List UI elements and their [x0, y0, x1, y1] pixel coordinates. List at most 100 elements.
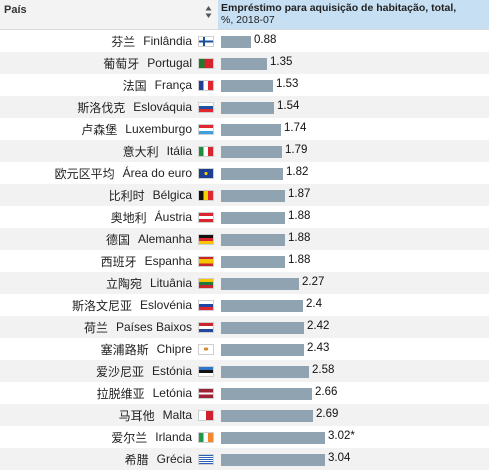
flag-ee-icon: [198, 365, 214, 377]
bar-value-label: 2.27: [302, 276, 325, 288]
flag-si-icon: [198, 299, 214, 311]
bar-value-label: 2.66: [315, 386, 338, 398]
bar-cell: 2.66: [218, 382, 489, 404]
country-name-pt: Alemanha: [137, 232, 192, 246]
bar: [221, 58, 267, 70]
bar-cell: 1.88: [218, 250, 489, 272]
table-row: 斯洛伐克 Eslováquia 1.54: [0, 96, 489, 118]
flag-mt-icon: [198, 409, 214, 421]
country-cell: 西班牙 Espanha: [0, 253, 218, 270]
country-name-pt: Grécia: [156, 452, 192, 466]
country-name-pt: Letónia: [152, 386, 192, 400]
flag-at-icon: [198, 211, 214, 223]
bar-cell: 2.42: [218, 316, 489, 338]
bar-value-label: 1.35: [270, 56, 293, 68]
bar-cell: 1.74: [218, 118, 489, 140]
country-name-zh: 拉脱维亚: [96, 386, 145, 401]
country-cell: 法国 França: [0, 77, 218, 94]
country-cell: 卢森堡 Luxemburgo: [0, 121, 218, 138]
bar: [221, 102, 274, 114]
table-row: 斯洛文尼亚 Eslovénia 2.4: [0, 294, 489, 316]
flag-es-icon: [198, 255, 214, 267]
bar-value-label: 1.53: [276, 78, 299, 90]
country-cell: 德国 Alemanha: [0, 231, 218, 248]
country-name-zh: 卢森堡: [81, 122, 118, 137]
table-row: 葡萄牙 Portugal 1.35: [0, 52, 489, 74]
table-row: 希腊 Grécia 3.04: [0, 448, 489, 470]
country-cell: 斯洛伐克 Eslováquia: [0, 99, 218, 116]
column-header-value[interactable]: Empréstimo para aquisição de habitação, …: [218, 0, 489, 29]
country-name-pt: Espanha: [144, 254, 192, 268]
country-name-pt: Eslováquia: [133, 100, 192, 114]
country-name-pt: Países Baixos: [115, 320, 192, 334]
country-name-zh: 斯洛伐克: [77, 100, 126, 115]
bar: [221, 234, 285, 246]
country-name-zh: 奥地利: [110, 210, 147, 225]
bar-cell: 2.69: [218, 404, 489, 426]
table-row: 马耳他 Malta 2.69: [0, 404, 489, 426]
country-name-pt: Luxemburgo: [125, 122, 192, 136]
country-name-zh: 希腊: [124, 452, 149, 467]
bar-cell: 2.4: [218, 294, 489, 316]
bar-value-label: 3.04: [328, 452, 351, 464]
country-cell: 斯洛文尼亚 Eslovénia: [0, 297, 218, 314]
bar: [221, 256, 285, 268]
bar: [221, 388, 312, 400]
bar-cell: 1.54: [218, 96, 489, 118]
flag-sk-icon: [198, 101, 214, 113]
flag-lt-icon: [198, 277, 214, 289]
country-cell: 希腊 Grécia: [0, 451, 218, 468]
bar: [221, 278, 299, 290]
country-name-pt: Finlândia: [143, 34, 192, 48]
country-name-pt: Itália: [166, 144, 192, 158]
bar: [221, 212, 285, 224]
bar-cell: 2.27: [218, 272, 489, 294]
flag-cy-icon: [198, 343, 214, 355]
table-row: 欧元区平均 Área do euro 1.82: [0, 162, 489, 184]
country-cell: 比利时 Bélgica: [0, 187, 218, 204]
bar-value-label: 3.02*: [328, 430, 355, 442]
table-row: 拉脱维亚 Letónia 2.66: [0, 382, 489, 404]
bar: [221, 410, 313, 422]
table-row: 奥地利 Áustria 1.88: [0, 206, 489, 228]
country-cell: 马耳他 Malta: [0, 407, 218, 424]
flag-eu-icon: [198, 167, 214, 179]
bar-cell: 1.88: [218, 206, 489, 228]
country-name-pt: Área do euro: [122, 166, 192, 180]
table-row: 意大利 Itália 1.79: [0, 140, 489, 162]
country-name-pt: Bélgica: [152, 188, 192, 202]
table-row: 芬兰 Finlândia 0.88: [0, 30, 489, 52]
country-name-zh: 比利时: [108, 188, 145, 203]
country-cell: 立陶宛 Lituânia: [0, 275, 218, 292]
bar-value-label: 1.79: [285, 144, 308, 156]
table-row: 爱尔兰 Irlanda 3.02*: [0, 426, 489, 448]
table-row: 爱沙尼亚 Estónia 2.58: [0, 360, 489, 382]
bar-cell: 1.79: [218, 140, 489, 162]
table-row: 卢森堡 Luxemburgo 1.74: [0, 118, 489, 140]
bar: [221, 124, 281, 136]
country-name-zh: 塞浦路斯: [100, 342, 149, 357]
country-name-zh: 芬兰: [111, 34, 136, 49]
flag-pt-icon: [198, 57, 214, 69]
bar-value-label: 2.58: [312, 364, 335, 376]
flag-be-icon: [198, 189, 214, 201]
table-body: 芬兰 Finlândia 0.88 葡萄牙 Portugal 1.35 法国 França 1.…: [0, 30, 489, 470]
bar-value-label: 2.42: [307, 320, 330, 332]
country-name-zh: 德国: [105, 232, 130, 247]
bar: [221, 36, 251, 48]
table-header: País Empréstimo para aquisição de habita…: [0, 0, 489, 30]
country-name-zh: 欧元区平均: [54, 166, 115, 181]
country-cell: 欧元区平均 Área do euro: [0, 165, 218, 182]
column-header-country[interactable]: País: [0, 0, 218, 29]
country-name-pt: Portugal: [147, 56, 192, 70]
bar: [221, 190, 285, 202]
country-cell: 爱尔兰 Irlanda: [0, 429, 218, 446]
value-column-label: Empréstimo para aquisição de habitação, …: [221, 2, 457, 14]
country-name-pt: Irlanda: [155, 430, 192, 444]
bar-value-label: 1.54: [277, 100, 300, 112]
flag-de-icon: [198, 233, 214, 245]
sort-icon[interactable]: [205, 5, 212, 19]
flag-lu-icon: [198, 123, 214, 135]
country-name-pt: Áustria: [154, 210, 192, 224]
table-row: 法国 França 1.53: [0, 74, 489, 96]
